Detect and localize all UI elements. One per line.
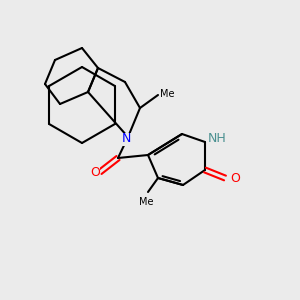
- Text: N: N: [121, 133, 131, 146]
- Text: O: O: [90, 167, 100, 179]
- Text: O: O: [230, 172, 240, 184]
- Text: NH: NH: [208, 133, 227, 146]
- Text: Me: Me: [160, 89, 175, 99]
- Text: Me: Me: [139, 197, 153, 207]
